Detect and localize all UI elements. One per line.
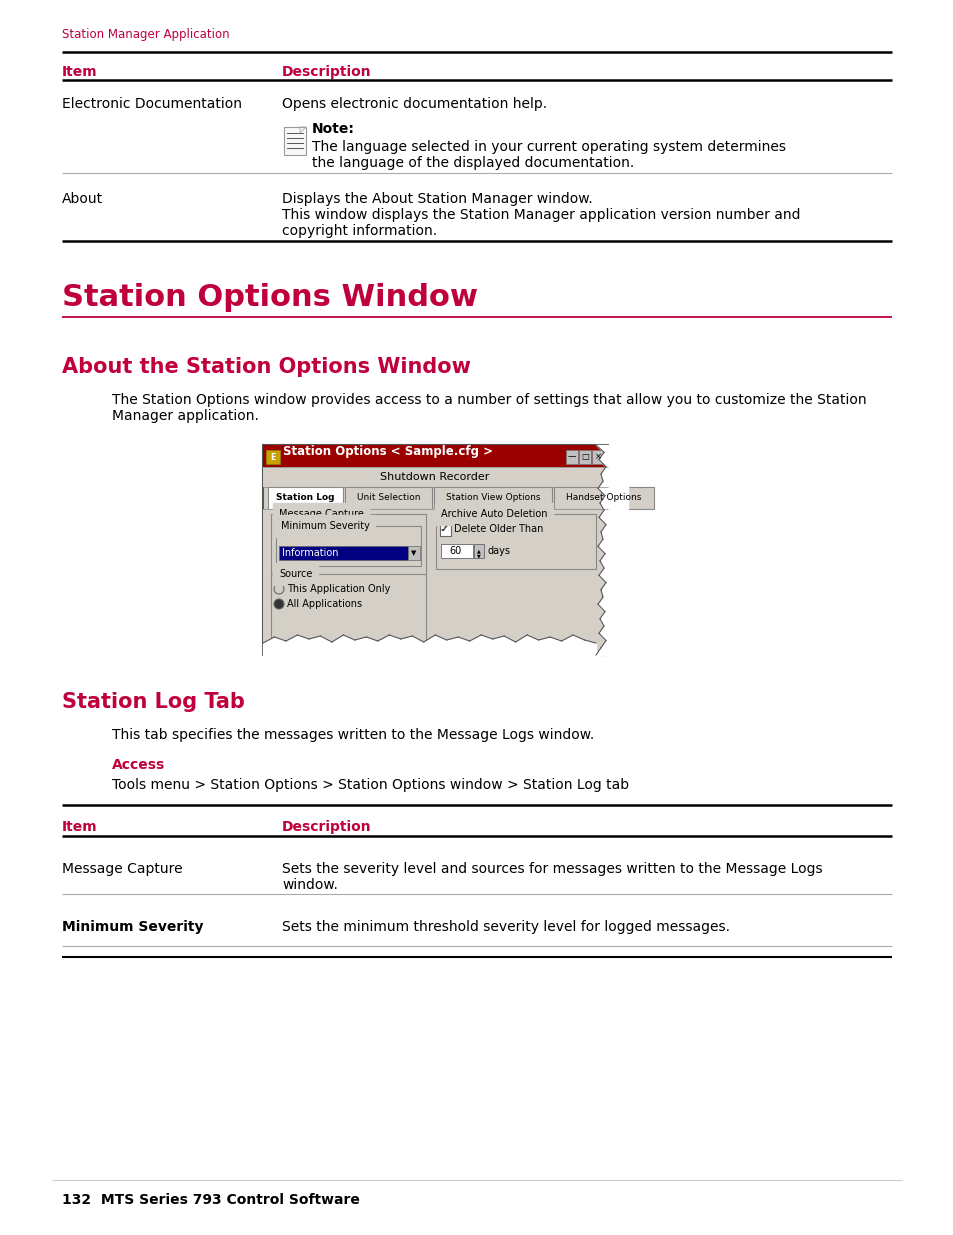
Bar [592,450,603,464]
Text: Opens electronic documentation help.: Opens electronic documentation help. [282,98,547,111]
Text: —: — [567,452,576,462]
Text: Station Options Window: Station Options Window [62,283,477,312]
Bar [263,445,607,655]
Circle shape [274,599,284,609]
Text: copyright information.: copyright information. [282,224,436,238]
Text: Description: Description [282,820,372,834]
Bar [263,509,607,655]
Text: the language of the displayed documentation.: the language of the displayed documentat… [312,156,634,170]
Text: This Application Only: This Application Only [287,584,390,594]
Bar [439,525,451,536]
Text: Minimum Severity: Minimum Severity [62,920,203,934]
Text: ×: × [594,452,601,462]
Text: The Station Options window provides access to a number of settings that allow yo: The Station Options window provides acce… [112,393,865,408]
Text: This tab specifies the messages written to the Message Logs window.: This tab specifies the messages written … [112,727,594,742]
Text: 60: 60 [450,546,461,556]
Text: □: □ [580,452,588,462]
Text: Station View Options: Station View Options [445,494,539,503]
Text: Message Capture: Message Capture [278,509,363,519]
Bar [266,450,280,464]
Text: Item: Item [62,820,97,834]
Text: Sets the minimum threshold severity level for logged messages.: Sets the minimum threshold severity leve… [282,920,729,934]
Text: Tools menu > Station Options > Station Options window > Station Log tab: Tools menu > Station Options > Station O… [112,778,628,792]
Text: Sets the severity level and sources for messages written to the Message Logs: Sets the severity level and sources for … [282,862,821,876]
Text: Archive Auto Deletion: Archive Auto Deletion [440,509,547,519]
Text: ▼: ▼ [476,553,480,558]
Text: ▲: ▲ [476,548,480,553]
Text: 132  MTS Series 793 Control Software: 132 MTS Series 793 Control Software [62,1193,359,1207]
Text: This window displays the Station Manager application version number and: This window displays the Station Manager… [282,207,800,222]
Bar [436,514,596,569]
Bar [578,450,590,464]
Text: Message Capture: Message Capture [62,862,182,876]
Text: window.: window. [282,878,337,892]
Text: The language selected in your current operating system determines: The language selected in your current op… [312,140,785,154]
Bar [284,127,306,156]
Bar [271,514,426,600]
Text: Information: Information [282,548,338,558]
Bar [565,450,578,464]
Text: Item: Item [62,65,97,79]
Text: E: E [270,452,275,462]
Text: Displays the About Station Manager window.: Displays the About Station Manager windo… [282,191,592,206]
Text: Source: Source [278,569,312,579]
Text: Unit Selection: Unit Selection [356,494,420,503]
Text: Electronic Documentation: Electronic Documentation [62,98,242,111]
Text: ✓: ✓ [440,524,449,534]
Text: Minimum Severity: Minimum Severity [281,521,370,531]
Text: About the Station Options Window: About the Station Options Window [62,357,471,377]
Text: Note:: Note: [312,122,355,136]
Text: Description: Description [282,65,372,79]
Bar [554,487,654,509]
Bar [275,526,420,566]
Bar [408,546,419,559]
Text: Station Options < Sample.cfg >: Station Options < Sample.cfg > [283,446,493,458]
Text: Shutdown Recorder: Shutdown Recorder [380,472,489,482]
Bar [268,487,343,509]
Bar [263,445,607,467]
Text: All Applications: All Applications [287,599,362,609]
Text: Delete Older Than: Delete Older Than [454,524,543,534]
Text: About: About [62,191,103,206]
Bar [278,546,408,559]
Bar [440,543,473,558]
Text: Handset Options: Handset Options [566,494,641,503]
Text: days: days [488,546,511,556]
Bar [474,543,483,558]
Text: Station Log Tab: Station Log Tab [62,692,245,713]
Text: Manager application.: Manager application. [112,409,258,424]
Text: Station Manager Application: Station Manager Application [62,28,230,41]
Bar [263,467,607,487]
Text: Access: Access [112,758,165,772]
Bar [434,487,552,509]
Bar [345,487,432,509]
Bar [271,574,426,647]
Text: ▼: ▼ [411,550,416,556]
Text: ✓: ✓ [439,524,448,534]
Text: Station Log: Station Log [276,494,335,503]
